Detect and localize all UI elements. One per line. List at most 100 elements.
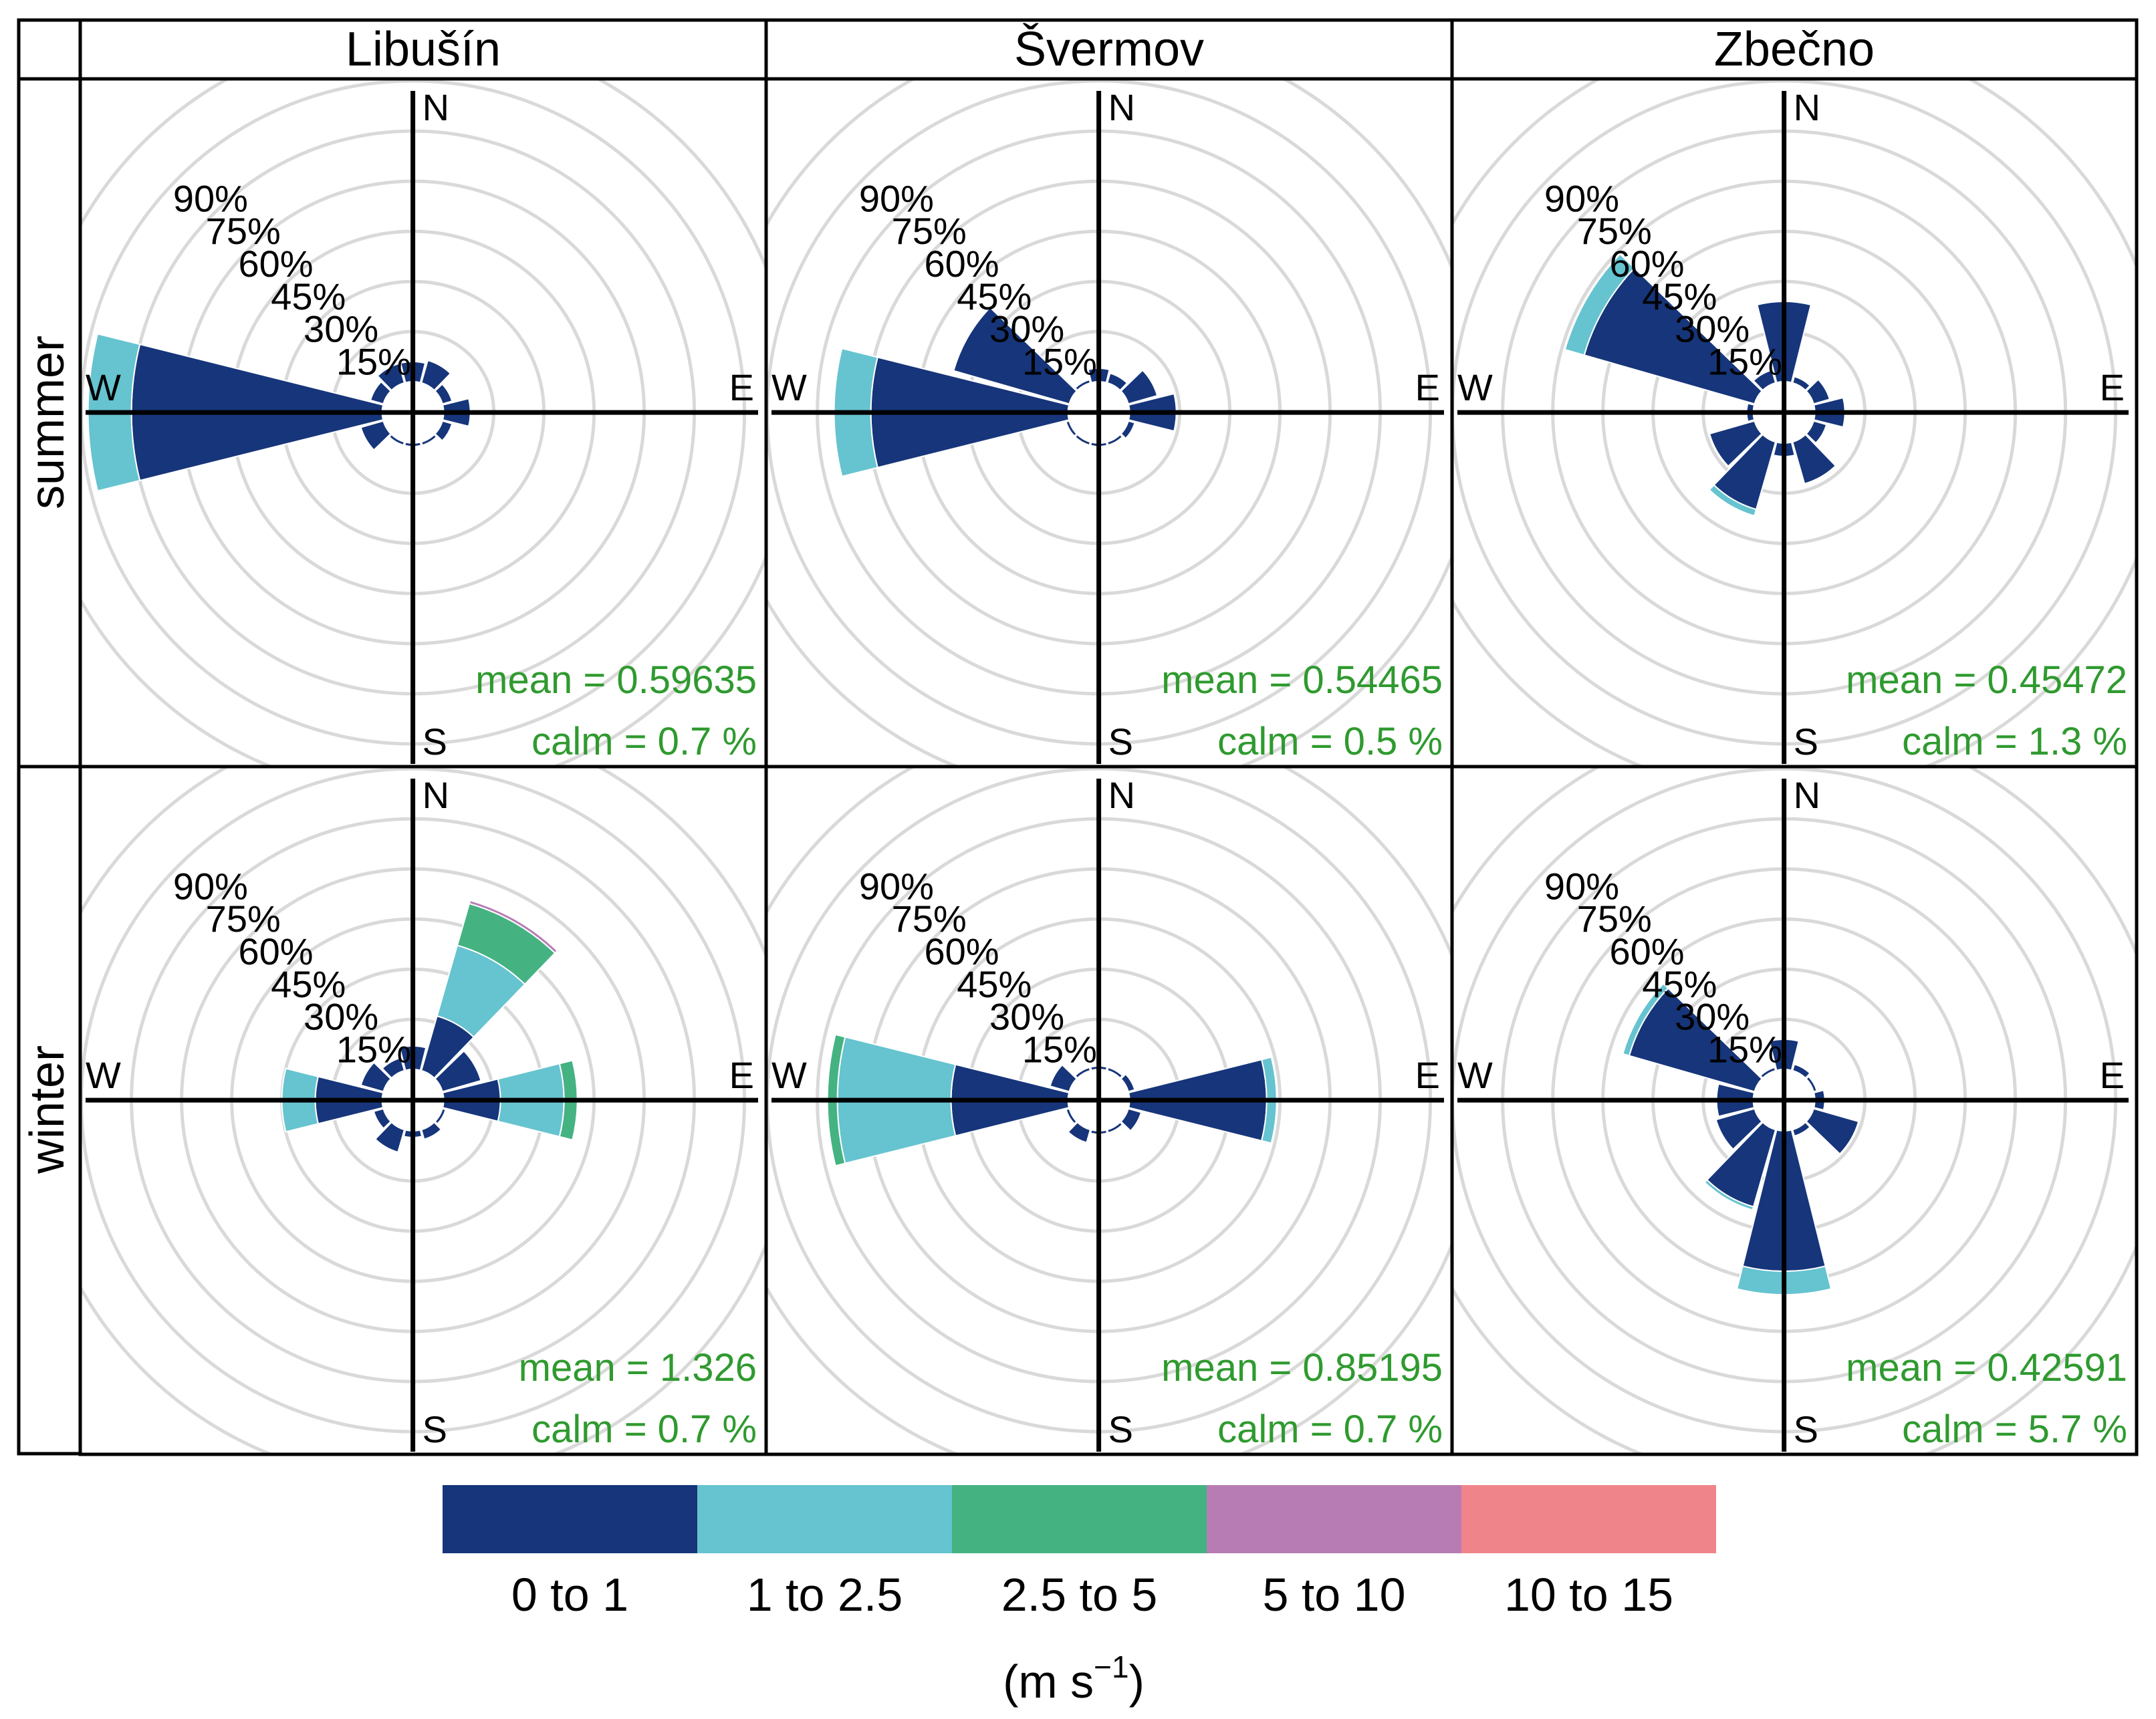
sector-240-bin-0 <box>1065 420 1078 437</box>
sector-30-bin-0 <box>1106 372 1128 392</box>
radial-tick-label-30: 30% <box>989 308 1064 350</box>
radial-tick-label-75: 75% <box>892 210 967 252</box>
radial-tick-label-45: 45% <box>1642 963 1717 1005</box>
radial-tick-label-60: 60% <box>238 930 313 972</box>
sector-330-bin-0 <box>1759 1066 1777 1079</box>
direction-label-W: W <box>771 366 807 408</box>
legend-swatch-2 <box>952 1485 1207 1553</box>
sector-300-bin-0 <box>1049 1063 1078 1093</box>
sector-120-bin-0 <box>1120 420 1136 440</box>
sector-120-bin-0 <box>1805 1107 1860 1156</box>
radial-tick-label-15: 15% <box>1022 1028 1097 1070</box>
sector-120-bin-0 <box>1120 1107 1143 1132</box>
radial-tick-label-45: 45% <box>271 275 346 317</box>
direction-label-N: N <box>1794 86 1820 128</box>
panel-background <box>80 767 766 1454</box>
sector-60-bin-0 <box>1120 1073 1136 1093</box>
direction-label-E: E <box>2100 366 2125 408</box>
sector-120-bin-0 <box>434 1107 447 1125</box>
radial-tick-label-75: 75% <box>1577 898 1652 940</box>
sector-150-bin-0 <box>421 1121 443 1140</box>
panel-plot-area: N E S W 15%30%45%60%75%90% <box>80 79 766 767</box>
sector-330-bin-0 <box>376 362 406 392</box>
sector-210-bin-1 <box>1703 1179 1755 1211</box>
direction-label-E: E <box>2100 1054 2125 1096</box>
mean-label: mean = 1.326 <box>519 1346 757 1390</box>
legend-swatch-0 <box>443 1485 697 1553</box>
radial-tick-label-45: 45% <box>957 963 1032 1005</box>
direction-label-E: E <box>1415 366 1440 408</box>
sector-60-bin-0 <box>434 383 453 405</box>
sector-120-bin-0 <box>1805 420 1828 444</box>
direction-label-E: E <box>729 366 754 408</box>
sector-60-bin-0 <box>434 1050 482 1093</box>
panel-background <box>1452 79 2137 767</box>
radial-tick-label-60: 60% <box>924 930 999 972</box>
radial-tick-label-30: 30% <box>304 996 378 1038</box>
sector-210-bin-0 <box>374 1121 406 1154</box>
direction-label-N: N <box>423 774 449 816</box>
mean-label: mean = 0.42591 <box>1846 1346 2127 1390</box>
mean-label: mean = 0.45472 <box>1846 658 2127 702</box>
panel-plot-area: N E S W 15%30%45%60%75%90% <box>80 767 766 1454</box>
radial-tick-label-75: 75% <box>206 210 281 252</box>
direction-label-N: N <box>1794 774 1820 816</box>
mean-label: mean = 0.54465 <box>1161 658 1443 702</box>
radial-tick-label-90: 90% <box>859 865 934 907</box>
sector-60-bin-0 <box>1120 369 1159 405</box>
legend-swatch-4 <box>1461 1485 1716 1553</box>
radial-tick-label-60: 60% <box>1610 243 1685 285</box>
sector-150-bin-0 <box>1106 1121 1124 1134</box>
radial-tick-label-45: 45% <box>957 275 1032 317</box>
sector-150-bin-0 <box>1106 433 1124 446</box>
mean-label: mean = 0.85195 <box>1161 1346 1443 1390</box>
sector-300-bin-0 <box>953 306 1078 405</box>
panel-plot-area: N E S W 15%30%45%60%75%90% <box>766 767 1452 1454</box>
sector-330-bin-0 <box>1074 1066 1092 1079</box>
direction-label-S: S <box>1108 1408 1133 1450</box>
radial-tick-label-45: 45% <box>1642 275 1717 317</box>
panel-Libušín-winter: N E S W 15%30%45%60%75%90% mean = 1.326 calm =… <box>78 765 768 1456</box>
radial-tick-label-15: 15% <box>1022 340 1097 382</box>
radial-tick-label-15: 15% <box>336 1028 411 1070</box>
row-strip-1: summer <box>17 77 82 769</box>
sector-150-bin-0 <box>421 433 438 446</box>
sector-30-bin-0 <box>1106 1066 1124 1079</box>
row-strip-2-label: winter <box>21 1045 74 1174</box>
sector-240-bin-0 <box>360 420 392 451</box>
radial-tick-label-30: 30% <box>989 996 1064 1038</box>
radial-tick-label-45: 45% <box>271 963 346 1005</box>
calm-label: calm = 1.3 % <box>1902 720 2127 763</box>
direction-label-N: N <box>1108 774 1135 816</box>
column-strip-1-label: Libušín <box>346 23 501 76</box>
sector-150-bin-0 <box>1792 433 1837 485</box>
column-strip-3-box <box>1450 18 2139 81</box>
radial-tick-label-15: 15% <box>336 340 411 382</box>
radial-tick-label-30: 30% <box>1675 996 1750 1038</box>
direction-label-W: W <box>1457 366 1493 408</box>
direction-label-E: E <box>729 1054 754 1096</box>
direction-label-W: W <box>86 1054 121 1096</box>
row-strip-2-box <box>17 765 82 1456</box>
column-strip-1: Libušín <box>78 18 768 81</box>
direction-label-S: S <box>423 1408 447 1450</box>
row-strip-1-box <box>17 77 82 769</box>
direction-label-S: S <box>1794 720 1818 763</box>
sector-120-bin-0 <box>434 420 453 442</box>
direction-label-W: W <box>86 366 121 408</box>
sector-330-bin-0 <box>381 1057 406 1079</box>
legend-unit-close: ) <box>1129 1656 1145 1708</box>
panel-plot-area: N E S W 15%30%45%60%75%90% <box>766 79 1452 767</box>
sector-240-bin-0 <box>1065 1107 1078 1125</box>
radial-tick-label-30: 30% <box>304 308 378 350</box>
radial-tick-label-90: 90% <box>1544 865 1619 907</box>
sector-60-bin-0 <box>1805 378 1831 405</box>
sector-300-bin-1 <box>1564 253 1636 356</box>
panel-border <box>1450 765 2139 1456</box>
direction-label-E: E <box>1415 1054 1440 1096</box>
panel-plot-area: N E S W 15%30%45%60%75%90% <box>1452 79 2137 767</box>
panel-plot-area: N E S W 15%30%45%60%75%90% <box>1452 767 2137 1454</box>
panel-background <box>1452 767 2137 1454</box>
radial-tick-label-90: 90% <box>173 177 248 219</box>
